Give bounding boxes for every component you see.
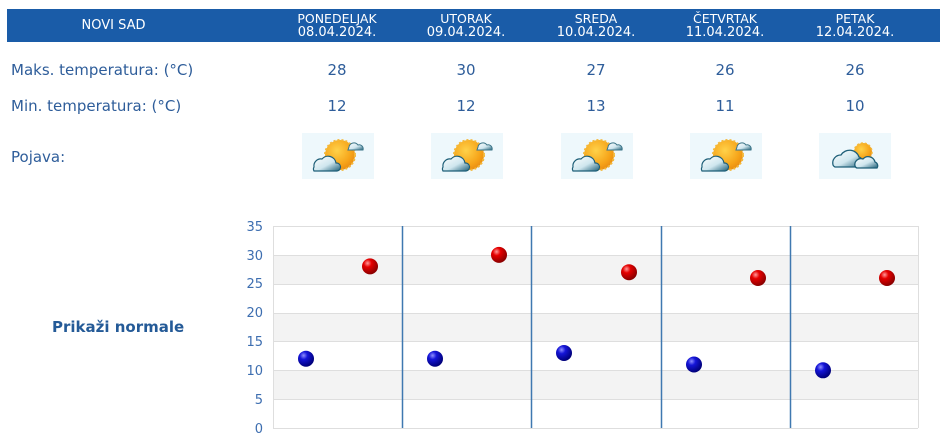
min-temp-value: 11 [715,97,735,115]
max-temp-label: Maks. temperatura: (°C) [11,61,194,79]
day-name: UTORAK [440,10,492,26]
max-temp-series [362,246,895,286]
day-dividers [401,226,792,428]
partly-sunny-icon [302,133,374,179]
day-header-2: UTORAK 09.04.2024. [416,9,516,42]
y-tick: 15 [246,335,263,350]
min-temp-value: 13 [586,97,606,115]
day-date: 12.04.2024. [815,24,895,40]
partly-sunny-icon [431,133,503,179]
y-tick: 30 [246,249,263,264]
max-temp-value: 28 [327,61,347,79]
mostly-cloudy-icon [819,133,891,179]
max-temp-value: 30 [456,61,476,79]
y-tick: 5 [254,393,263,408]
min-temp-series [298,345,831,379]
show-normals-link[interactable]: Prikaži normale [52,318,185,336]
y-tick: 25 [246,277,263,292]
partly-sunny-icon [690,133,762,179]
day-date: 08.04.2024. [297,24,377,40]
day-date: 09.04.2024. [426,24,506,40]
max-temp-value: 27 [586,61,606,79]
day-name: ČETVRTAK [692,10,757,26]
partly-sunny-icon [561,133,633,179]
day-header-5: PETAK 12.04.2024. [805,9,905,42]
phenomenon-label: Pojava: [11,148,66,166]
day-date: 11.04.2024. [685,24,765,40]
day-name: PONEDELJAK [297,10,377,26]
day-name: PETAK [835,10,875,26]
forecast-header: NOVI SAD PONEDELJAK 08.04.2024. UTORAK 0… [7,9,940,42]
day-name: SREDA [574,10,618,26]
day-date: 10.04.2024. [556,24,636,40]
y-tick: 35 [246,220,263,235]
day-header-3: SREDA 10.04.2024. [546,9,646,42]
min-temp-value: 12 [327,97,347,115]
day-header-1: PONEDELJAK 08.04.2024. [287,9,387,42]
min-temp-label: Min. temperatura: (°C) [11,97,182,115]
max-temp-value: 26 [715,61,735,79]
y-tick: 0 [254,422,263,437]
y-tick: 20 [246,306,263,321]
min-temp-value: 10 [845,97,865,115]
y-tick: 10 [246,364,263,379]
city-name: NOVI SAD [81,17,146,33]
min-temp-value: 12 [456,97,476,115]
max-temp-value: 26 [845,61,865,79]
day-header-4: ČETVRTAK 11.04.2024. [675,9,775,42]
